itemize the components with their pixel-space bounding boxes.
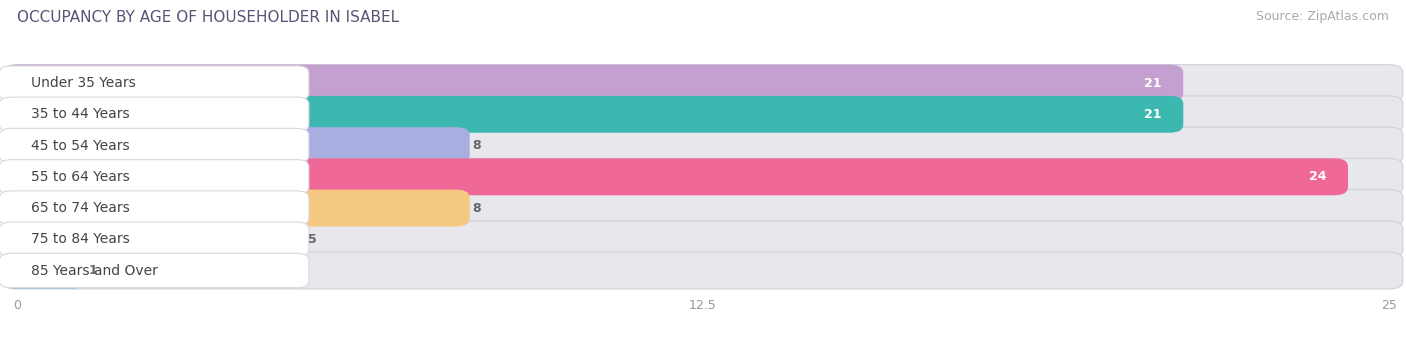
Text: Under 35 Years: Under 35 Years — [31, 76, 135, 90]
FancyBboxPatch shape — [3, 252, 1403, 289]
Text: 8: 8 — [472, 202, 481, 215]
FancyBboxPatch shape — [3, 65, 1403, 102]
Text: 35 to 44 Years: 35 to 44 Years — [31, 107, 129, 121]
FancyBboxPatch shape — [3, 158, 1348, 195]
Text: OCCUPANCY BY AGE OF HOUSEHOLDER IN ISABEL: OCCUPANCY BY AGE OF HOUSEHOLDER IN ISABE… — [17, 10, 399, 25]
FancyBboxPatch shape — [3, 127, 470, 164]
Text: 75 to 84 Years: 75 to 84 Years — [31, 232, 129, 246]
Text: 21: 21 — [1144, 108, 1161, 121]
Text: Source: ZipAtlas.com: Source: ZipAtlas.com — [1256, 10, 1389, 23]
FancyBboxPatch shape — [0, 66, 309, 100]
FancyBboxPatch shape — [3, 96, 1403, 133]
FancyBboxPatch shape — [3, 221, 305, 258]
FancyBboxPatch shape — [3, 96, 1184, 133]
FancyBboxPatch shape — [3, 252, 86, 289]
FancyBboxPatch shape — [0, 129, 309, 163]
Text: 55 to 64 Years: 55 to 64 Years — [31, 170, 129, 184]
FancyBboxPatch shape — [0, 253, 309, 288]
Text: 5: 5 — [308, 233, 316, 246]
FancyBboxPatch shape — [3, 158, 1403, 195]
FancyBboxPatch shape — [3, 65, 1184, 102]
Text: 1: 1 — [89, 264, 97, 277]
FancyBboxPatch shape — [0, 191, 309, 225]
FancyBboxPatch shape — [0, 222, 309, 256]
FancyBboxPatch shape — [3, 221, 1403, 258]
FancyBboxPatch shape — [0, 159, 309, 194]
FancyBboxPatch shape — [0, 97, 309, 132]
Text: 8: 8 — [472, 139, 481, 152]
Text: 45 to 54 Years: 45 to 54 Years — [31, 139, 129, 153]
Text: 24: 24 — [1309, 170, 1326, 183]
FancyBboxPatch shape — [3, 190, 470, 226]
Text: 21: 21 — [1144, 76, 1161, 89]
FancyBboxPatch shape — [3, 190, 1403, 226]
FancyBboxPatch shape — [3, 127, 1403, 164]
Text: 65 to 74 Years: 65 to 74 Years — [31, 201, 129, 215]
Text: 85 Years and Over: 85 Years and Over — [31, 264, 157, 277]
